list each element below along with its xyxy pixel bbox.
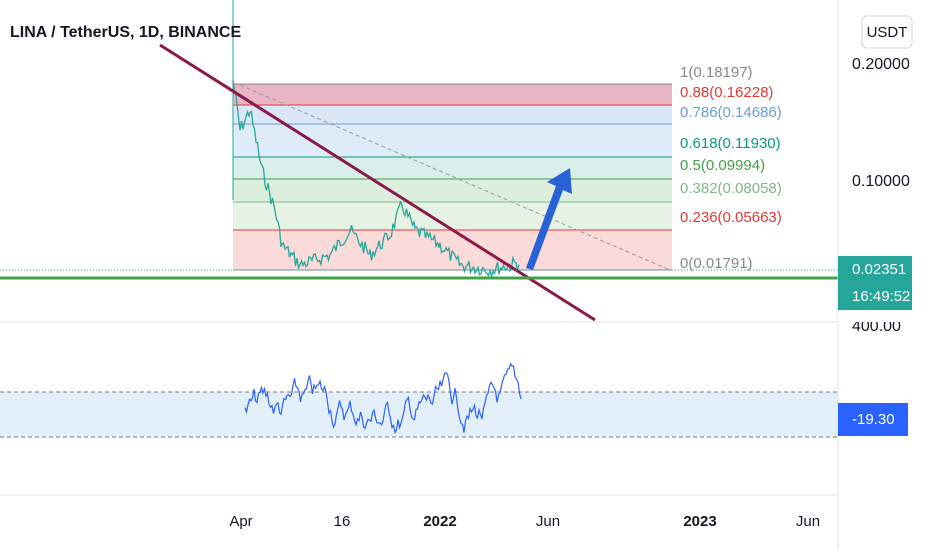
time-label: 2023 bbox=[683, 513, 716, 530]
time-label: Jun bbox=[796, 513, 820, 530]
countdown: 16:49:52 bbox=[852, 288, 910, 305]
time-label: 16 bbox=[334, 513, 351, 530]
fib-label: 0.236(0.05663) bbox=[680, 209, 782, 226]
fib-label: 0(0.01791) bbox=[680, 255, 753, 272]
time-label: Jun bbox=[536, 513, 560, 530]
fib-label: 0.88(0.16228) bbox=[680, 84, 773, 101]
arrow bbox=[526, 168, 572, 270]
fib-zone bbox=[233, 105, 672, 124]
time-label: Apr bbox=[229, 513, 252, 530]
fib-zone bbox=[233, 202, 672, 230]
currency: USDT bbox=[867, 24, 908, 41]
fib-label: 0.382(0.08058) bbox=[680, 180, 782, 197]
trendline bbox=[159, 43, 596, 322]
price-label: 0.20000 bbox=[852, 56, 910, 73]
price-tag bbox=[838, 256, 912, 310]
chart-title: LINA / TetherUS, 1D, BINANCE bbox=[10, 24, 241, 41]
price-label: 400.00 bbox=[852, 318, 901, 335]
fib-zone bbox=[233, 124, 672, 157]
indicator-line bbox=[244, 362, 522, 435]
fib-label: 0.786(0.14686) bbox=[680, 104, 782, 121]
time-label: 2022 bbox=[423, 513, 456, 530]
indicator-value: -19.30 bbox=[852, 411, 895, 428]
price-line bbox=[232, 79, 520, 280]
fib-label: 0.5(0.09994) bbox=[680, 157, 765, 174]
fib-zone bbox=[233, 157, 672, 179]
indicator-tag bbox=[838, 403, 908, 436]
dashed-trendline bbox=[239, 84, 671, 271]
indicator-band bbox=[0, 392, 838, 437]
currency-button[interactable] bbox=[861, 15, 913, 49]
fib-retracement: 1(0.18197) 0.88(0.16228) 0.786(0.14686) … bbox=[233, 64, 782, 272]
fib-label: 1(0.18197) bbox=[680, 64, 753, 81]
fib-label: 0.618(0.11930) bbox=[680, 135, 781, 152]
price-label: 0.10000 bbox=[852, 173, 910, 190]
tag-gap bbox=[838, 313, 912, 322]
fib-zone bbox=[233, 84, 672, 105]
fib-zone bbox=[233, 179, 672, 202]
fib-zone bbox=[233, 230, 672, 270]
current-price: 0.02351 bbox=[852, 261, 906, 278]
